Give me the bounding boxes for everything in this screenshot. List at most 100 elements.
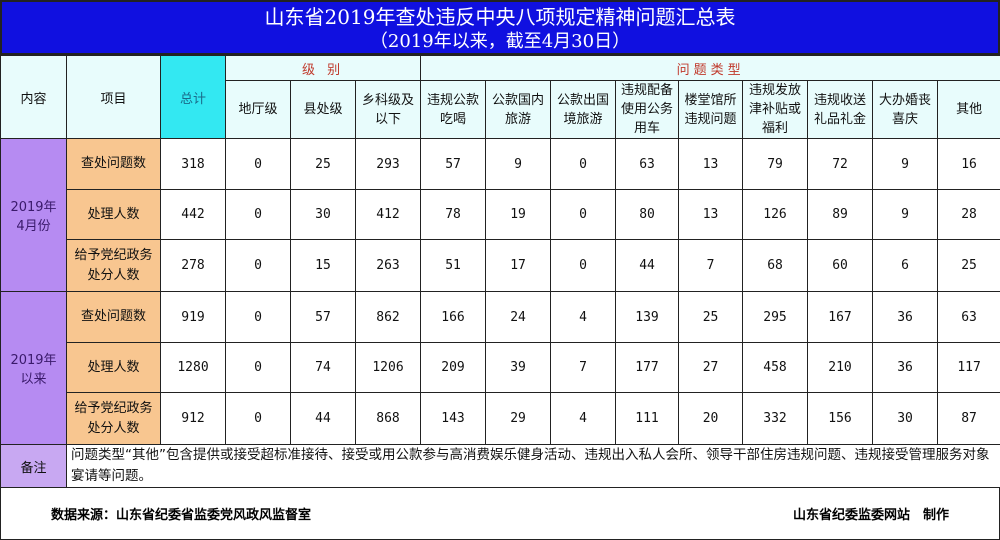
cell-value: 1280 [161, 343, 226, 393]
row-item-label: 给予党纪政务处分人数 [67, 240, 161, 292]
cell-value: 30 [873, 393, 938, 445]
cell-value: 912 [161, 393, 226, 445]
column-header: 公款出国境旅游 [551, 81, 616, 139]
cell-value: 63 [616, 139, 679, 190]
cell-value: 16 [938, 139, 1000, 190]
cell-value: 4 [551, 292, 616, 343]
cell-value: 6 [873, 240, 938, 292]
cell-value: 0 [226, 240, 291, 292]
cell-value: 13 [679, 190, 743, 240]
cell-value: 87 [938, 393, 1000, 445]
cell-value: 57 [421, 139, 486, 190]
cell-value: 72 [808, 139, 873, 190]
column-header: 乡科级及以下 [356, 81, 421, 139]
cell-value: 74 [291, 343, 356, 393]
cell-value: 332 [743, 393, 808, 445]
cell-value: 458 [743, 343, 808, 393]
cell-value: 20 [679, 393, 743, 445]
cell-value: 868 [356, 393, 421, 445]
cell-value: 919 [161, 292, 226, 343]
cell-value: 19 [486, 190, 551, 240]
cell-value: 295 [743, 292, 808, 343]
cell-value: 143 [421, 393, 486, 445]
column-header: 大办婚丧喜庆 [873, 81, 938, 139]
producer: 山东省纪委监委网站 制作 [793, 504, 949, 523]
cell-value: 139 [616, 292, 679, 343]
cell-value: 7 [551, 343, 616, 393]
column-header: 县处级 [291, 81, 356, 139]
cell-value: 57 [291, 292, 356, 343]
summary-table: 内容 项目 总计 级 别 问题类型 地厅级县处级乡科级及以下违规公款吃喝公款国内… [0, 55, 1000, 488]
cell-value: 126 [743, 190, 808, 240]
cell-value: 63 [938, 292, 1000, 343]
column-header: 地厅级 [226, 81, 291, 139]
note-row: 备注问题类型“其他”包含提供或接受超标准接待、接受或用公款参与高消费娱乐健身活动… [1, 445, 1000, 488]
column-header: 违规公款吃喝 [421, 81, 486, 139]
header-type-group: 问题类型 [421, 56, 1000, 81]
cell-value: 29 [486, 393, 551, 445]
cell-value: 0 [551, 139, 616, 190]
column-header: 违规收送礼品礼金 [808, 81, 873, 139]
cell-value: 13 [679, 139, 743, 190]
cell-value: 862 [356, 292, 421, 343]
cell-value: 210 [808, 343, 873, 393]
cell-value: 209 [421, 343, 486, 393]
row-item-label: 处理人数 [67, 190, 161, 240]
cell-value: 51 [421, 240, 486, 292]
row-item-label: 给予党纪政务处分人数 [67, 393, 161, 445]
column-header: 楼堂馆所违规问题 [679, 81, 743, 139]
cell-value: 263 [356, 240, 421, 292]
cell-value: 7 [679, 240, 743, 292]
column-header: 公款国内旅游 [486, 81, 551, 139]
cell-value: 442 [161, 190, 226, 240]
cell-value: 0 [226, 139, 291, 190]
cell-value: 0 [226, 190, 291, 240]
cell-value: 0 [551, 190, 616, 240]
cell-value: 9 [486, 139, 551, 190]
cell-value: 28 [938, 190, 1000, 240]
header-level-group: 级 别 [226, 56, 421, 81]
cell-value: 166 [421, 292, 486, 343]
footer: 数据来源：山东省纪委省监委党风政风监督室 山东省纪委监委网站 制作 [0, 488, 1000, 540]
row-item-label: 查处问题数 [67, 139, 161, 190]
header-content: 内容 [1, 56, 67, 139]
page-title: 山东省2019年查处违反中央八项规定精神问题汇总表 [2, 2, 998, 30]
cell-value: 167 [808, 292, 873, 343]
cell-value: 80 [616, 190, 679, 240]
cell-value: 39 [486, 343, 551, 393]
cell-value: 36 [873, 343, 938, 393]
cell-value: 111 [616, 393, 679, 445]
cell-value: 278 [161, 240, 226, 292]
cell-value: 9 [873, 190, 938, 240]
cell-value: 79 [743, 139, 808, 190]
column-header: 其他 [938, 81, 1000, 139]
column-header: 违规发放津补贴或福利 [743, 81, 808, 139]
cell-value: 24 [486, 292, 551, 343]
cell-value: 78 [421, 190, 486, 240]
cell-value: 17 [486, 240, 551, 292]
data-source: 数据来源：山东省纪委省监委党风政风监督室 [51, 504, 311, 523]
cell-value: 25 [679, 292, 743, 343]
cell-value: 4 [551, 393, 616, 445]
page-subtitle: （2019年以来，截至4月30日） [2, 30, 998, 54]
cell-value: 117 [938, 343, 1000, 393]
cell-value: 15 [291, 240, 356, 292]
cell-value: 156 [808, 393, 873, 445]
note-label: 备注 [1, 445, 67, 488]
row-item-label: 处理人数 [67, 343, 161, 393]
cell-value: 68 [743, 240, 808, 292]
cell-value: 30 [291, 190, 356, 240]
row-item-label: 查处问题数 [67, 292, 161, 343]
column-header: 违规配备使用公务用车 [616, 81, 679, 139]
cell-value: 60 [808, 240, 873, 292]
period-label: 2019年以来 [1, 292, 67, 445]
cell-value: 44 [616, 240, 679, 292]
cell-value: 0 [226, 292, 291, 343]
cell-value: 0 [551, 240, 616, 292]
cell-value: 36 [873, 292, 938, 343]
